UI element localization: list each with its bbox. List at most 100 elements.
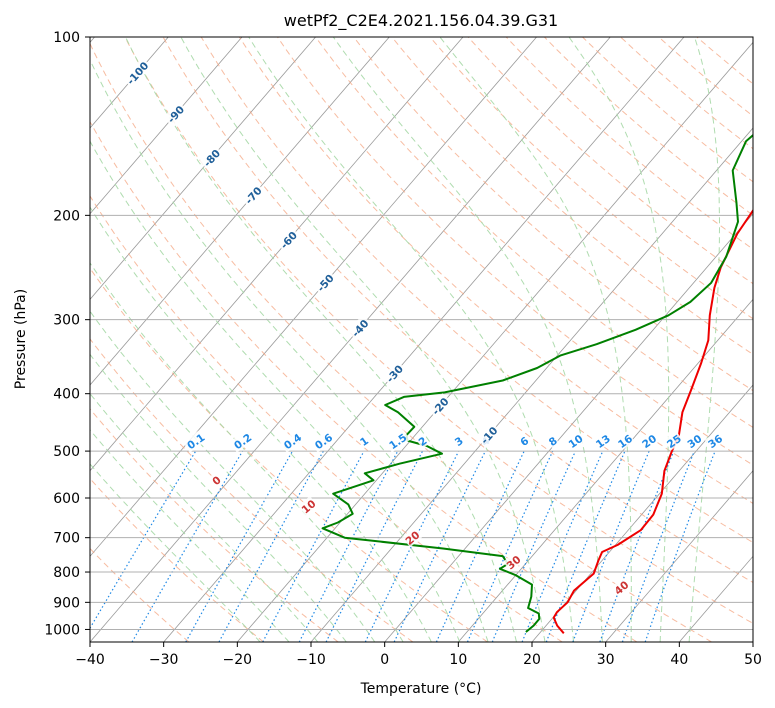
mixing-ratio-label: 16 (616, 433, 635, 451)
y-axis-label: Pressure (hPa) (13, 289, 29, 389)
isotherm-label-group: -60 (275, 226, 301, 253)
isotherm-label-bg (240, 182, 266, 208)
x-tick-label: −10 (296, 652, 326, 668)
isotherm-label-bg (347, 315, 372, 341)
mixing-ratio-line (262, 450, 365, 642)
moist-adiabat-line (90, 262, 404, 642)
isotherm-line (457, 298, 753, 642)
dry-adiabat-label-group: 40 (610, 577, 631, 598)
isotherm-label-bg (312, 269, 338, 296)
mixing-ratio-label-bg (356, 432, 372, 449)
dry-adiabat-line (544, 37, 753, 216)
mixing-ratio-line (466, 450, 554, 642)
moist-adiabat-line (90, 310, 376, 642)
profiles (321, 133, 753, 634)
moist-adiabat-line (90, 392, 319, 642)
dry-adiabat-line (391, 37, 753, 355)
x-axis-ticks: −40 −30 −20 −10 0 10 20 30 40 50 (75, 642, 762, 668)
isotherm-line (90, 37, 537, 557)
isotherm-line (752, 641, 753, 642)
y-tick-label: 300 (53, 313, 80, 329)
mixing-ratio-label-bg (279, 428, 306, 453)
mixing-ratio-label-group: 0.6 (310, 428, 337, 453)
mixing-ratio-line (131, 450, 244, 642)
mixing-ratio-label-bg (384, 428, 411, 453)
moist-adiabat-line (90, 140, 461, 642)
y-tick-label: 1000 (44, 622, 80, 638)
mixing-ratio-label-group: 3 (451, 432, 466, 449)
mixing-ratio-label: 30 (685, 433, 704, 451)
isotherm-line (236, 41, 753, 642)
x-tick-label: 20 (523, 652, 541, 668)
mixing-ratio-label-group: 0.4 (279, 428, 306, 453)
mixing-ratio-label-bg (614, 430, 635, 451)
isotherm-line (384, 213, 753, 642)
mixing-ratio-label-bg (414, 432, 430, 449)
isotherm-line (90, 37, 611, 642)
moist-adiabat-line (180, 37, 546, 642)
isotherm-line (90, 37, 464, 472)
mixing-ratio-label-group: 13 (592, 430, 613, 451)
isotherm-label-group: -100 (122, 57, 152, 88)
isotherm-label-bg (275, 226, 301, 253)
mixing-ratio-label-bg (663, 430, 684, 451)
dry-adiabat-label: 40 (612, 579, 631, 598)
isotherm-label-bg (198, 144, 224, 171)
isotherm-line (90, 37, 390, 386)
isotherm-line (90, 37, 316, 300)
mixing-ratio-label-bg (683, 430, 705, 451)
moist-adiabat-line (90, 429, 290, 642)
dry-adiabat-label-bg (502, 551, 524, 572)
dry-adiabat-line (90, 408, 339, 642)
dry-adiabat-line (467, 37, 753, 285)
dry-adiabat-label-bg (401, 527, 423, 548)
isotherm-label-bg (427, 393, 453, 419)
dry-adiabat-line (90, 267, 488, 642)
dry-adiabat-line (90, 42, 712, 642)
mixing-ratio-label-bg (592, 430, 613, 451)
mixing-ratio-line (621, 450, 695, 642)
isotherm-line (163, 37, 685, 642)
dewpoint-profile (321, 133, 753, 633)
plot-frame (89, 36, 754, 643)
moist-adiabat-line (90, 463, 261, 642)
mixing-ratio-line (435, 450, 525, 642)
dry-adiabat-line (505, 37, 753, 250)
mixing-ratio-label-bg (182, 428, 209, 453)
mixing-ratio-label: 13 (594, 433, 613, 451)
y-tick-label: 600 (53, 491, 80, 507)
mixing-ratio-label-bg (451, 432, 466, 449)
y-axis-ticks: 100 200 300 400 500 600 700 800 900 1000 (44, 30, 90, 638)
x-tick-label: 40 (670, 652, 688, 668)
dry-adiabat-line (90, 120, 638, 642)
y-tick-label: 800 (53, 565, 80, 581)
x-tick-label: −40 (75, 652, 105, 668)
dry-adiabat-line (90, 477, 264, 642)
moist-adiabat-line (90, 58, 489, 642)
mixing-ratio-label-group: 0.1 (182, 428, 209, 453)
mixing-ratio-label-group: 8 (545, 432, 560, 449)
dry-adiabat-line (658, 37, 753, 117)
x-tick-label: 50 (744, 652, 762, 668)
y-tick-label: 200 (53, 208, 80, 224)
mixing-ratio-label-group: 30 (683, 430, 705, 451)
x-tick-label: −20 (223, 652, 253, 668)
moist-adiabat-line (568, 37, 670, 642)
isotherm-line (90, 37, 243, 215)
y-tick-label: 400 (53, 387, 80, 403)
y-tick-label: 100 (53, 30, 80, 46)
mixing-ratio-label-group: 1 (356, 432, 372, 449)
x-tick-label: −30 (149, 652, 179, 668)
mixing-ratio-line (644, 450, 716, 642)
dry-adiabat-line (200, 37, 753, 544)
moist-adiabat-line (90, 353, 347, 642)
x-axis-label: Temperature (°C) (360, 681, 482, 697)
mixing-ratio-line (491, 450, 576, 642)
dry-adiabat-line (315, 37, 753, 428)
dry-adiabat-label-bg (208, 472, 224, 488)
mixing-ratio-label-group: 0.2 (229, 428, 256, 453)
dry-adiabat-line (90, 338, 414, 642)
mixing-ratio-line (218, 450, 324, 642)
mixing-ratio-label-bg (638, 430, 659, 451)
